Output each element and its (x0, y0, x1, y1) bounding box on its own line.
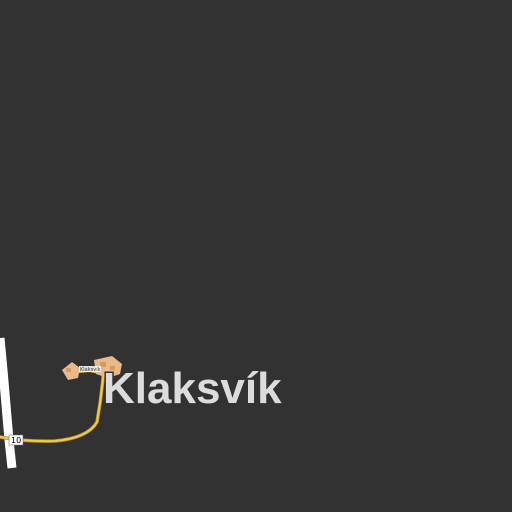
built-up-area-west (62, 362, 80, 380)
tiny-label-bg (79, 366, 101, 372)
built-up-area-east (94, 356, 122, 378)
primary-road-10 (0, 337, 17, 469)
place-label-klaksvik[interactable]: Klaksvík (102, 363, 284, 415)
secondary-road (0, 364, 106, 443)
road-shield-10 (8, 434, 24, 446)
tiny-place-label: Klaksvík (80, 366, 101, 373)
secondary-road-inner (0, 365, 105, 443)
road-shield-10-text: 10 (11, 436, 21, 445)
